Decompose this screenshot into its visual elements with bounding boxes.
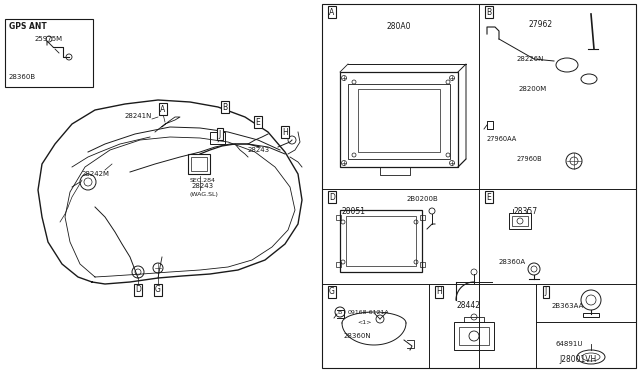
Text: 28200M: 28200M <box>519 86 547 92</box>
Text: GPS ANT: GPS ANT <box>9 22 47 31</box>
Bar <box>459 327 489 345</box>
Text: E: E <box>255 118 260 126</box>
Bar <box>5 19 93 87</box>
Bar <box>583 313 599 317</box>
Text: H: H <box>282 128 288 137</box>
Text: 28360B: 28360B <box>9 74 36 80</box>
Text: 27960AA: 27960AA <box>487 136 517 142</box>
Bar <box>348 84 450 159</box>
Text: 09168-6121A: 09168-6121A <box>348 310 390 314</box>
Text: 28360N: 28360N <box>344 333 372 339</box>
Bar <box>191 157 207 171</box>
Text: 28243: 28243 <box>192 183 214 189</box>
Text: D: D <box>329 192 335 202</box>
Text: 27962: 27962 <box>529 19 553 29</box>
Text: J28001VH: J28001VH <box>559 356 596 365</box>
Text: 280A0: 280A0 <box>387 22 412 31</box>
Text: 28360A: 28360A <box>499 259 526 265</box>
Text: 28442: 28442 <box>457 301 481 311</box>
Text: 64891U: 64891U <box>556 341 584 347</box>
Text: G: G <box>155 285 161 295</box>
Text: B: B <box>223 103 228 112</box>
Bar <box>210 132 225 144</box>
Bar <box>336 262 341 267</box>
Text: E: E <box>486 192 492 202</box>
Bar <box>336 215 341 220</box>
Bar <box>188 154 210 174</box>
Text: 28242M: 28242M <box>82 171 110 177</box>
Text: 28243: 28243 <box>248 147 270 153</box>
Text: 2B0200B: 2B0200B <box>407 196 439 202</box>
Bar <box>358 89 440 152</box>
Bar <box>420 215 425 220</box>
Bar <box>346 216 416 266</box>
Bar <box>322 4 636 368</box>
Text: 28051: 28051 <box>342 206 366 215</box>
Text: 25975M: 25975M <box>35 36 63 42</box>
Bar <box>454 322 494 350</box>
Bar <box>340 210 422 272</box>
Text: 27960B: 27960B <box>517 156 543 162</box>
Text: 28241N: 28241N <box>125 113 152 119</box>
Bar <box>340 72 458 167</box>
Text: SEC.284: SEC.284 <box>190 177 216 183</box>
Text: 28226N: 28226N <box>517 56 545 62</box>
Text: B: B <box>486 7 492 16</box>
Text: A: A <box>161 105 166 113</box>
Text: 2B363AA: 2B363AA <box>552 303 584 309</box>
Text: (WAG.SL): (WAG.SL) <box>190 192 219 196</box>
Text: D: D <box>135 285 141 295</box>
Text: A: A <box>330 7 335 16</box>
Bar <box>509 213 531 229</box>
Text: <1>: <1> <box>357 320 371 324</box>
Text: 28357: 28357 <box>514 206 538 215</box>
Text: J: J <box>219 129 221 138</box>
Text: J: J <box>545 288 547 296</box>
Bar <box>420 262 425 267</box>
Bar <box>512 216 528 226</box>
Text: H: H <box>436 288 442 296</box>
Text: G: G <box>329 288 335 296</box>
Text: B: B <box>338 310 342 314</box>
